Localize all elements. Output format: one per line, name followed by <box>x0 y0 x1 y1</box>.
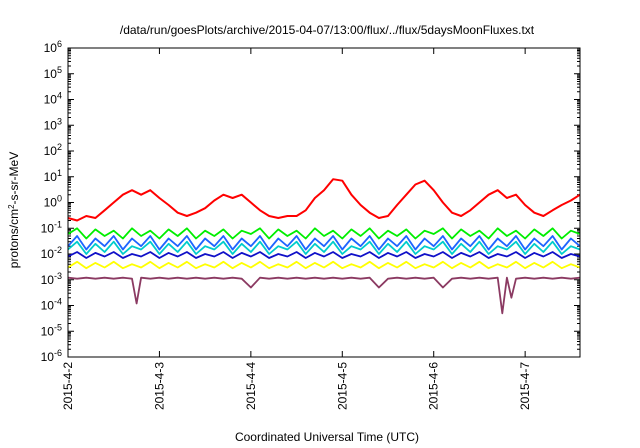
x-axis-label: Coordinated Universal Time (UTC) <box>235 430 419 444</box>
y-tick-label: 10-2 <box>41 245 62 261</box>
y-tick-label: 10-6 <box>41 348 62 364</box>
series-line <box>67 240 581 255</box>
x-tick-label: 2015-4-2 <box>61 362 75 410</box>
y-tick-label: 10-4 <box>41 297 62 313</box>
series-line <box>67 227 581 240</box>
y-axis-label-superscript: 2 <box>7 204 16 209</box>
y-axis-label: protons/cm2-s-sr-MeV <box>7 152 22 268</box>
y-tick-label: 10-3 <box>41 271 62 287</box>
x-axis-ticks: 2015-4-2 2015-4-3 2015-4-4 2015-4-5 2015-4-6… <box>61 48 532 410</box>
series-line <box>67 235 581 251</box>
x-tick-label: 2015-4-4 <box>244 362 258 410</box>
x-tick-label: 2015-4-3 <box>152 362 166 410</box>
x-tick-label: 2015-4-5 <box>335 362 349 410</box>
plot-frame <box>67 47 581 358</box>
series-line <box>67 260 581 270</box>
chart-title: /data/run/goesPlots/archive/2015-04-07/1… <box>120 23 535 37</box>
y-tick-label: 102 <box>44 142 62 158</box>
y-axis-ticks: 10-6 10-5 10-4 10-3 10-2 10-1 100 101 102 103 104 1… <box>41 39 580 364</box>
y-tick-label: 10-1 <box>41 219 62 235</box>
plot-area <box>67 178 581 315</box>
x-tick-label: 2015-4-6 <box>427 362 441 410</box>
y-tick-label: 104 <box>44 91 62 107</box>
y-tick-label: 106 <box>44 39 62 55</box>
y-axis-label-main: protons/cm <box>7 209 21 268</box>
y-axis-label-rest: -s-sr-MeV <box>7 152 21 205</box>
y-tick-label: 103 <box>44 116 62 132</box>
y-tick-label: 10-5 <box>41 322 62 338</box>
series-line <box>67 251 581 259</box>
series-line <box>67 178 581 222</box>
x-tick-label: 2015-4-7 <box>518 362 532 410</box>
y-tick-label: 101 <box>44 168 62 184</box>
series-line <box>67 276 581 315</box>
y-tick-label: 105 <box>44 65 62 81</box>
y-tick-label: 100 <box>44 194 62 210</box>
